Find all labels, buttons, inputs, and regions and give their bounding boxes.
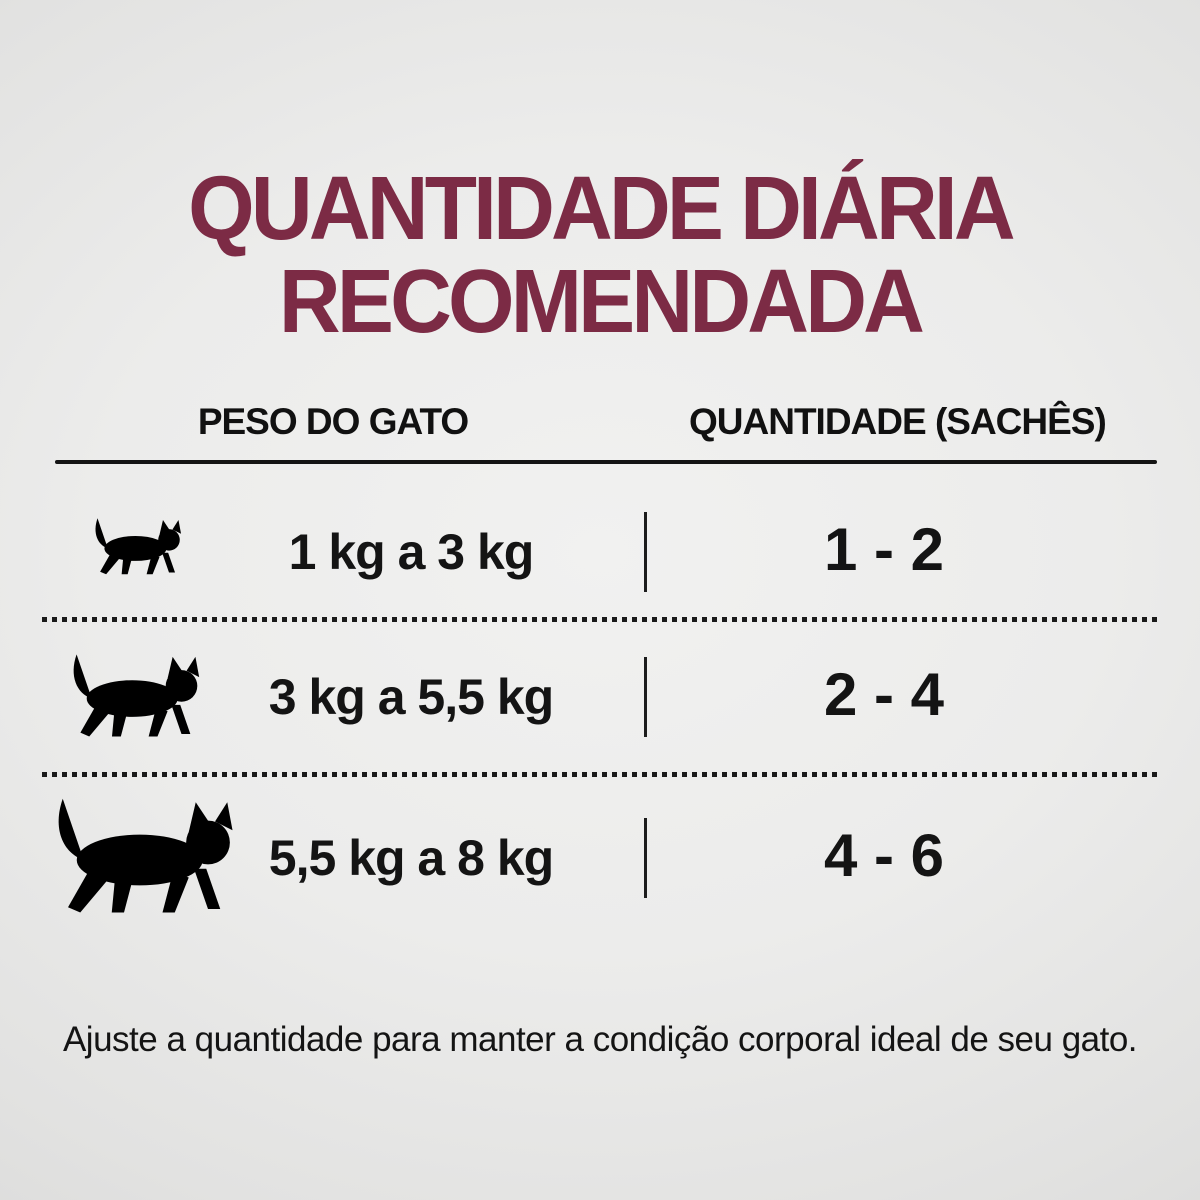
page-title: QUANTIDADE DIÁRIA RECOMENDADA [30, 163, 1170, 349]
weight-value: 3 kg a 5,5 kg [268, 669, 554, 725]
column-header-weight: PESO DO GATO [197, 401, 469, 442]
page-title-line-2: RECOMENDADA [278, 252, 925, 352]
sachet-quantity-value: 4 - 6 [823, 822, 945, 889]
column-header-quantity: QUANTIDADE (SACHÊS) [689, 401, 1107, 442]
row-divider [644, 512, 647, 592]
header-rule [55, 460, 1157, 464]
footnote: Ajuste a quantidade para manter a condiç… [62, 1020, 1138, 1059]
row-divider [644, 657, 647, 737]
sachet-quantity-value: 2 - 4 [823, 661, 945, 728]
cat-medium-icon [60, 648, 212, 739]
sachet-quantity-value: 1 - 2 [823, 516, 945, 583]
row-divider [644, 818, 647, 898]
weight-value: 1 kg a 3 kg [288, 524, 535, 580]
dotted-separator [42, 772, 1158, 777]
cat-small-icon [86, 514, 190, 576]
dotted-separator [42, 617, 1158, 622]
page-title-line-1: QUANTIDADE DIÁRIA [188, 159, 1015, 259]
weight-value: 5,5 kg a 8 kg [268, 830, 554, 886]
cat-large-icon [40, 790, 250, 916]
